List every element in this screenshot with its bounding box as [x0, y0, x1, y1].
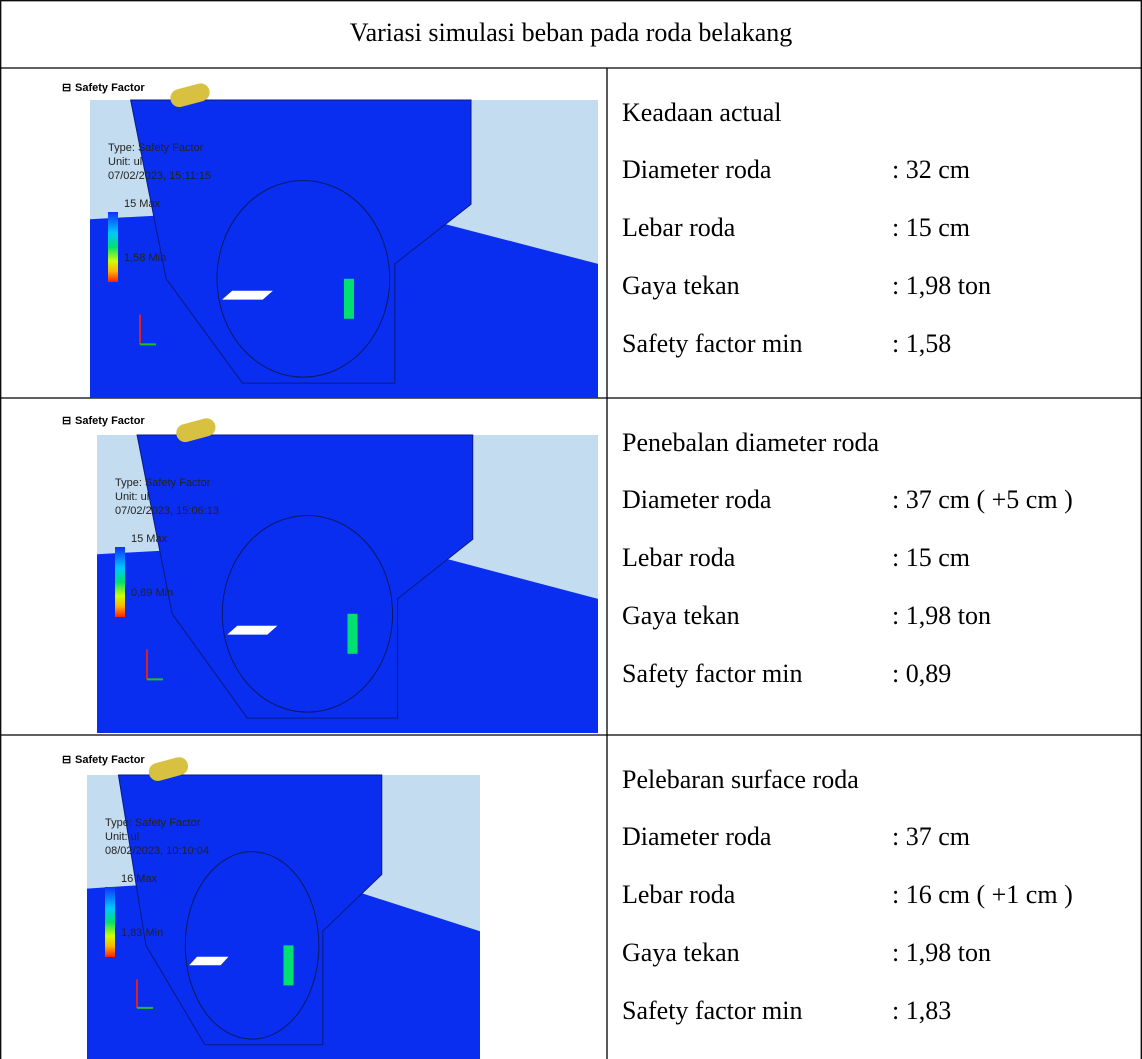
item-value: : 15 cm	[892, 213, 970, 242]
item-label: Lebar roda	[622, 213, 736, 242]
stress-spot	[344, 279, 354, 319]
item-value: : 37 cm	[892, 822, 970, 851]
legend-text: Unit: ul	[115, 491, 149, 503]
legend-text: Unit: ul	[108, 156, 142, 168]
item-label: Safety factor min	[622, 659, 803, 688]
legend-text: Type: Safety Factor	[108, 142, 204, 154]
row-title: Keadaan actual	[622, 98, 782, 127]
page: Variasi simulasi beban pada roda belakan…	[0, 0, 1142, 1059]
image-caption: Safety Factor	[75, 415, 145, 427]
legend-text: 07/02/2023, 15:11:15	[108, 170, 211, 182]
legend-text: 15 Max	[124, 198, 161, 210]
image-caption-icon: ⊟	[62, 82, 71, 94]
legend-text: 16 Max	[121, 873, 158, 885]
legend-text: 0,89 Min	[131, 587, 173, 599]
legend-bar	[108, 212, 118, 282]
item-label: Safety factor min	[622, 996, 803, 1025]
legend-text: 1,58 Min	[124, 252, 166, 264]
legend-text: 08/02/2023, 10:10:04	[105, 845, 209, 857]
item-label: Diameter roda	[622, 485, 772, 514]
row-title: Pelebaran surface roda	[622, 765, 859, 794]
legend-text: Type: Safety Factor	[115, 477, 211, 489]
stress-spot	[284, 945, 294, 985]
item-label: Diameter roda	[622, 155, 772, 184]
legend-text: Unit: ul	[105, 831, 139, 843]
item-value: : 1,83	[892, 996, 951, 1025]
item-value: : 32 cm	[892, 155, 970, 184]
item-label: Gaya tekan	[622, 601, 740, 630]
legend-text: 1,83 Min	[121, 927, 163, 939]
table-title: Variasi simulasi beban pada roda belakan…	[350, 18, 793, 47]
item-label: Lebar roda	[622, 880, 736, 909]
item-label: Gaya tekan	[622, 938, 740, 967]
stress-spot	[348, 614, 358, 654]
image-caption: Safety Factor	[75, 82, 145, 94]
legend-bar	[115, 547, 125, 617]
item-label: Diameter roda	[622, 822, 772, 851]
image-caption-icon: ⊟	[62, 415, 71, 427]
item-value: : 37 cm ( +5 cm )	[892, 485, 1073, 514]
item-value: : 1,98 ton	[892, 271, 991, 300]
item-label: Lebar roda	[622, 543, 736, 572]
item-value: : 1,98 ton	[892, 601, 991, 630]
legend-text: 07/02/2023, 15:06:13	[115, 505, 219, 517]
legend-bar	[105, 887, 115, 957]
item-label: Gaya tekan	[622, 271, 740, 300]
image-caption: Safety Factor	[75, 754, 145, 766]
item-value: : 0,89	[892, 659, 951, 688]
legend-text: 15 Max	[131, 533, 168, 545]
image-caption-icon: ⊟	[62, 754, 71, 766]
item-value: : 16 cm ( +1 cm )	[892, 880, 1073, 909]
item-value: : 15 cm	[892, 543, 970, 572]
item-value: : 1,58	[892, 329, 951, 358]
item-label: Safety factor min	[622, 329, 803, 358]
row-title: Penebalan diameter roda	[622, 428, 879, 457]
legend-text: Type: Safety Factor	[105, 817, 201, 829]
item-value: : 1,98 ton	[892, 938, 991, 967]
